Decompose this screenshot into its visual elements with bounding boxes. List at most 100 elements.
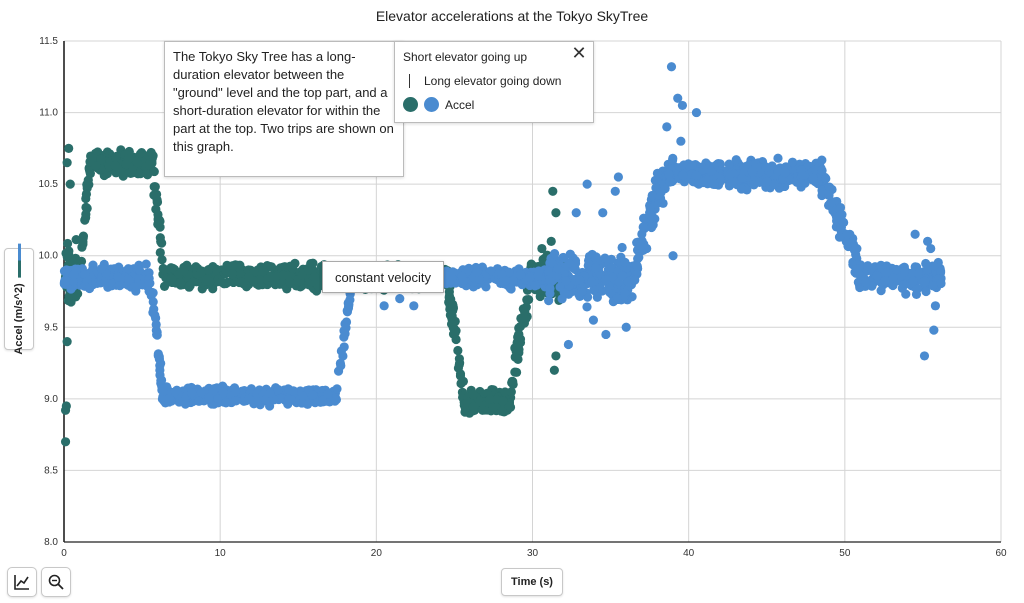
data-point-long-elevator [308,390,318,400]
data-point-short-elevator [504,401,514,411]
data-point-short-elevator [456,378,466,389]
data-point-long-elevator [115,281,125,291]
legend-item-short-elevator[interactable]: Short elevator going up [403,50,527,64]
data-point-long-elevator [253,396,263,406]
data-point-short-elevator [278,270,288,280]
data-point-long-elevator [297,398,307,408]
data-point-long-elevator [662,122,672,132]
data-point-long-elevator [265,388,275,399]
data-point-long-elevator [762,176,772,187]
data-point-long-elevator [221,398,231,408]
data-point-long-elevator [821,173,831,184]
data-point-short-elevator [211,264,221,274]
data-point-long-elevator [929,261,939,271]
data-point-long-elevator [154,352,164,362]
data-point-long-elevator [547,257,557,268]
data-point-short-elevator [488,402,499,412]
data-point-long-elevator [574,275,585,285]
data-point-long-elevator [923,236,933,246]
x-tick-label: 40 [683,548,695,559]
data-point-long-elevator [676,136,686,146]
data-point-long-elevator [920,276,930,286]
data-point-long-elevator [123,264,134,274]
data-point-long-elevator [588,315,599,325]
chart-title: Elevator accelerations at the Tokyo SkyT… [375,8,649,24]
legend-item-accel[interactable]: Accel [403,97,474,112]
data-point-short-elevator [96,154,106,164]
data-point-long-elevator [678,170,688,180]
data-point-long-elevator [231,396,241,406]
data-point-long-elevator [559,253,569,263]
data-point-short-elevator [468,401,479,412]
data-point-short-elevator [520,306,530,316]
data-point-long-elevator [505,283,515,293]
data-point-long-elevator [61,265,72,275]
data-point-long-elevator [561,276,571,286]
data-point-short-elevator [235,269,245,280]
data-point-long-elevator [754,177,765,188]
legend-label-accel: Accel [445,97,475,112]
data-point-short-elevator [454,359,464,370]
data-point-long-elevator [891,264,902,275]
data-point-short-elevator [152,197,162,207]
data-point-long-elevator [343,301,354,311]
data-point-long-elevator [677,100,688,111]
data-point-long-elevator [834,232,845,242]
data-point-long-elevator [632,261,642,271]
data-point-long-elevator [582,302,592,312]
data-point-long-elevator [888,273,898,283]
y-tick-label: 11.0 [39,108,58,119]
data-point-long-elevator [929,325,939,335]
data-point-long-elevator [144,286,154,296]
y-axis-title[interactable]: Accel (m/s^2) [4,243,34,355]
data-point-short-elevator [271,272,281,282]
line-graph-icon [14,575,29,590]
data-point-long-elevator [84,283,95,294]
zoom-tool-button[interactable] [41,567,71,597]
data-point-short-elevator [548,186,558,196]
close-icon[interactable]: ✕ [571,43,587,63]
data-point-long-elevator [187,388,197,398]
data-point-long-elevator [901,289,911,299]
data-point-short-elevator [244,272,254,282]
data-point-short-elevator [149,190,159,200]
data-point-short-elevator [149,166,159,177]
data-point-long-elevator [630,275,640,285]
data-point-long-elevator [500,276,511,286]
data-point-long-elevator [787,157,798,167]
data-point-long-elevator [620,257,630,268]
data-point-long-elevator [724,159,734,169]
data-point-long-elevator [230,386,241,397]
zoom-icon [48,574,64,590]
data-point-long-elevator [899,267,910,277]
data-point-short-elevator [154,215,165,225]
y-tick-label: 10.0 [39,251,59,262]
data-point-short-elevator [450,328,460,338]
y-tick-label: 11.5 [39,36,58,47]
x-tick-label: 10 [215,548,227,559]
data-point-long-elevator [545,283,555,294]
x-axis-title[interactable]: Time (s) [501,568,563,596]
data-point-short-elevator [166,274,176,284]
x-tick-label: 0 [61,548,67,559]
graph-tool-button[interactable] [7,567,37,597]
data-point-long-elevator [155,365,165,375]
data-point-long-elevator [928,281,938,291]
data-point-short-elevator [549,365,559,375]
data-point-short-elevator [196,268,206,278]
data-point-long-elevator [761,162,771,172]
data-point-long-elevator [297,391,308,401]
data-point-long-elevator [656,187,666,197]
data-point-short-elevator [81,202,91,212]
legend-item-long-elevator[interactable]: Long elevator going down [403,74,561,88]
data-point-long-elevator [817,155,827,165]
data-point-long-elevator [530,281,540,291]
data-point-short-elevator [76,256,87,266]
data-point-short-elevator [285,278,295,288]
data-point-long-elevator [907,268,917,278]
data-point-short-elevator [62,337,72,347]
data-point-long-elevator [652,168,663,178]
data-point-short-elevator [124,154,134,164]
data-point-long-elevator [638,222,648,232]
data-point-short-elevator [227,269,237,279]
